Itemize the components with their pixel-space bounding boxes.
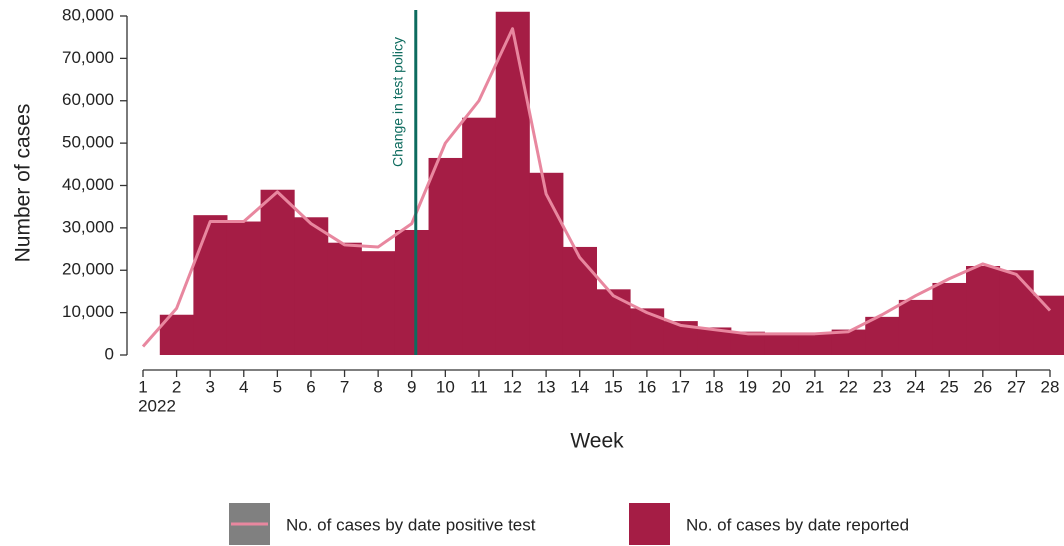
- y-tick-label: 40,000: [62, 175, 114, 194]
- x-tick-label: 17: [671, 377, 690, 396]
- bar: [562, 246, 597, 355]
- x-tick-label: 16: [637, 377, 656, 396]
- x-sublabel: 2022: [138, 396, 176, 415]
- x-tick-label: 10: [436, 377, 455, 396]
- bar: [428, 157, 463, 355]
- y-axis-title: Number of cases: [12, 104, 35, 263]
- bar: [999, 270, 1034, 355]
- bar: [361, 251, 396, 355]
- bar: [529, 172, 564, 355]
- y-tick-label: 0: [105, 344, 114, 363]
- bar: [932, 282, 967, 355]
- x-tick-label: 7: [340, 377, 349, 396]
- x-tick-label: 5: [273, 377, 282, 396]
- x-tick-label: 27: [1007, 377, 1026, 396]
- y-tick-label: 20,000: [62, 260, 114, 279]
- bar: [394, 229, 430, 355]
- legend-label: No. of cases by date reported: [686, 515, 909, 534]
- x-tick-label: 21: [805, 377, 824, 396]
- x-tick-label: 1: [138, 377, 147, 396]
- bar: [294, 217, 329, 355]
- x-tick-label: 28: [1041, 377, 1060, 396]
- policy-label: Change in test policy: [389, 37, 405, 167]
- x-tick-label: 12: [503, 377, 522, 396]
- x-tick-label: 18: [705, 377, 724, 396]
- bar: [193, 215, 228, 355]
- x-tick-label: 26: [973, 377, 992, 396]
- bar: [495, 11, 530, 355]
- bar: [327, 242, 362, 355]
- bar: [865, 316, 900, 355]
- x-tick-label: 22: [839, 377, 858, 396]
- y-tick-label: 60,000: [62, 90, 114, 109]
- bar: [730, 331, 765, 355]
- x-tick-label: 20: [772, 377, 791, 396]
- x-tick-label: 23: [873, 377, 892, 396]
- y-tick-label: 70,000: [62, 48, 114, 67]
- x-tick-label: 19: [738, 377, 757, 396]
- x-tick-label: 6: [306, 377, 315, 396]
- bar: [630, 308, 665, 355]
- bar: [898, 299, 933, 355]
- x-tick-label: 8: [373, 377, 382, 396]
- x-tick-label: 13: [537, 377, 556, 396]
- bar: [260, 189, 295, 355]
- y-tick-label: 50,000: [62, 133, 114, 152]
- x-tick-label: 15: [604, 377, 623, 396]
- x-tick-label: 24: [906, 377, 925, 396]
- legend-label: No. of cases by date positive test: [286, 515, 536, 534]
- legend-swatch: [629, 503, 670, 545]
- bar: [462, 117, 497, 355]
- bar: [596, 289, 631, 355]
- bar: [764, 333, 799, 355]
- y-tick-label: 30,000: [62, 217, 114, 236]
- x-axis-title: Week: [570, 430, 624, 453]
- x-tick-label: 9: [407, 377, 416, 396]
- x-tick-label: 2: [172, 377, 181, 396]
- bar: [966, 266, 1001, 355]
- bar: [1033, 295, 1064, 355]
- x-tick-label: 3: [205, 377, 214, 396]
- x-tick-label: 11: [470, 377, 488, 396]
- y-tick-label: 80,000: [62, 5, 114, 24]
- bar: [226, 221, 262, 355]
- x-tick-label: 25: [940, 377, 959, 396]
- line: [141, 27, 1052, 348]
- bar: [798, 333, 833, 355]
- x-tick-label: 14: [570, 377, 589, 396]
- x-tick-label: 4: [239, 377, 248, 396]
- y-tick-label: 10,000: [62, 302, 114, 321]
